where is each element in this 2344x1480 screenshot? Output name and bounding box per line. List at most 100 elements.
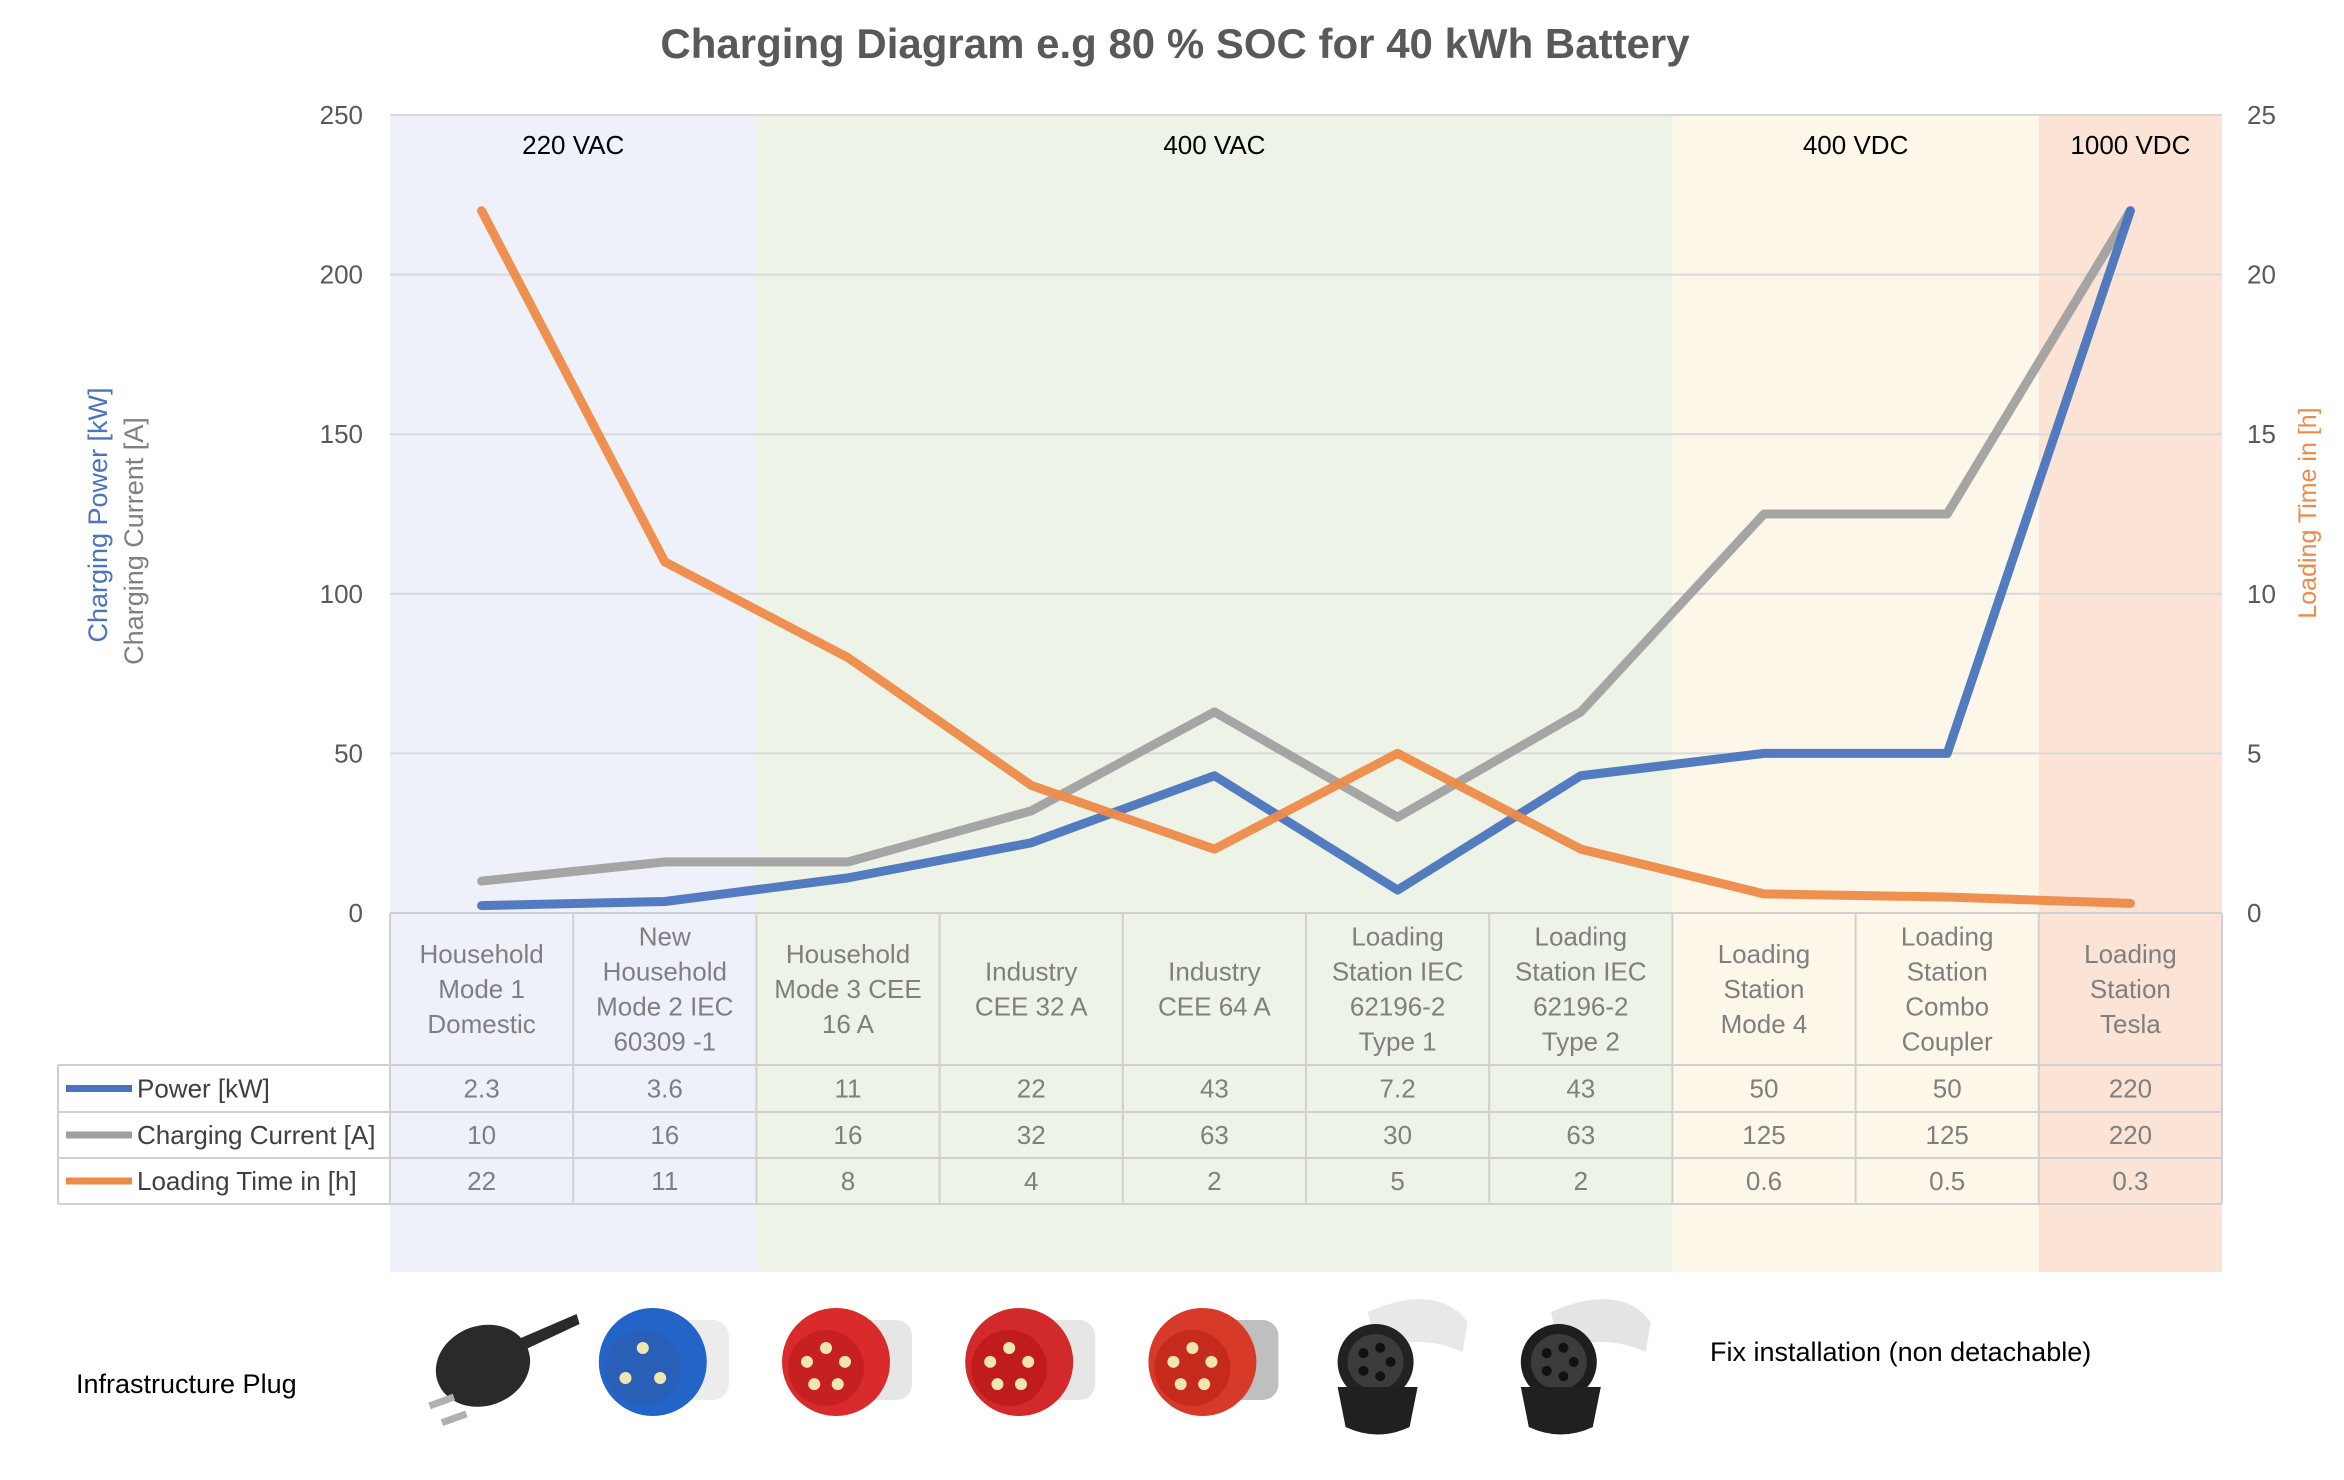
table-value: 125 <box>1742 1120 1785 1150</box>
plug-pin <box>1174 1378 1187 1391</box>
y-right-tick: 15 <box>2247 419 2276 449</box>
y-left-tick: 250 <box>320 100 363 130</box>
category-label-line: Type 1 <box>1359 1027 1437 1057</box>
y-axis-label-current: Charging Current [A] <box>119 417 149 665</box>
y-left-tick: 0 <box>349 898 363 928</box>
y-right-tick: 0 <box>2247 898 2261 928</box>
plug-pin <box>1205 1355 1218 1368</box>
pin <box>428 1393 456 1410</box>
table-value: 16 <box>834 1120 863 1150</box>
category-label: Industry CEE 64 A <box>1158 957 1271 1022</box>
plug-pin <box>831 1378 844 1391</box>
table-value: 220 <box>2109 1120 2152 1150</box>
voltage-label-2: 400 VDC <box>1803 130 1909 160</box>
category-label-line: Household <box>603 957 727 987</box>
table-value: 50 <box>1750 1074 1779 1104</box>
y-right-tick: 25 <box>2247 100 2276 130</box>
category-label-line: Station <box>1907 957 1988 987</box>
category-label: Industry CEE 32 A <box>975 957 1088 1022</box>
plug-images <box>428 1299 1651 1435</box>
connector-pin <box>1541 1348 1552 1359</box>
red-cee32-plug-icon <box>965 1308 1096 1416</box>
category-label: Loading Station Tesla <box>2084 939 2177 1039</box>
plug-pin <box>808 1378 821 1391</box>
table-value: 43 <box>1200 1074 1229 1104</box>
connector-pin <box>1375 1342 1386 1353</box>
type1-connector-icon <box>1337 1299 1468 1435</box>
type2-connector-icon <box>1520 1299 1651 1435</box>
legend-label-1: Charging Current [A] <box>137 1120 375 1150</box>
table-value: 7.2 <box>1380 1074 1416 1104</box>
table-value: 2 <box>1207 1166 1221 1196</box>
connector-cap <box>1520 1387 1601 1435</box>
y-axis-label-time: Loading Time in [h] <box>2294 407 2322 618</box>
y-right-tick: 10 <box>2247 579 2276 609</box>
category-label-line: Household <box>786 939 910 969</box>
category-label-line: Loading <box>1901 922 1994 952</box>
table-value: 8 <box>841 1166 855 1196</box>
connector-pin <box>1385 1357 1396 1367</box>
table-value: 22 <box>467 1166 496 1196</box>
category-label-line: New <box>639 922 691 952</box>
connector-pin <box>1358 1365 1369 1376</box>
blue-cee-plug-icon <box>598 1308 729 1416</box>
plug-face <box>604 1330 681 1406</box>
y-left-tick: 200 <box>320 260 363 290</box>
category-label: Loading Station IEC 62196-2 Type 1 <box>1332 922 1464 1057</box>
table-value: 16 <box>650 1120 679 1150</box>
category-label-line: 60309 -1 <box>613 1027 716 1057</box>
voltage-band-1 <box>756 115 1673 1272</box>
voltage-labels: 220 VAC 400 VAC 400 VDC 1000 VDC <box>522 130 2190 160</box>
data-table: Household Mode 1 Domestic New Household Mode … <box>57 912 2223 1205</box>
category-label-line: CEE 32 A <box>975 992 1088 1022</box>
voltage-label-3: 1000 VDC <box>2070 130 2190 160</box>
plug-pin <box>991 1378 1004 1391</box>
legend-label-0: Power [kW] <box>137 1074 270 1104</box>
plug-pin <box>1198 1378 1211 1391</box>
y-right-tick: 20 <box>2247 260 2276 290</box>
category-label-line: Domestic <box>427 1009 535 1039</box>
connector-pin <box>1375 1371 1386 1382</box>
table-value: 63 <box>1566 1120 1595 1150</box>
table-value: 220 <box>2109 1074 2152 1104</box>
y-left-tick: 50 <box>334 738 363 768</box>
table-value: 63 <box>1200 1120 1229 1150</box>
category-label: New Household Mode 2 IEC 60309 -1 <box>596 922 733 1057</box>
plug-pin <box>1014 1378 1027 1391</box>
category-label-line: Loading <box>1535 922 1628 952</box>
y-left-tick: 150 <box>320 419 363 449</box>
category-label-line: Station IEC <box>1515 957 1647 987</box>
connector-pin <box>1568 1357 1579 1367</box>
category-label-line: 62196-2 <box>1350 992 1445 1022</box>
category-label-line: 62196-2 <box>1533 992 1628 1022</box>
table-value: 30 <box>1383 1120 1412 1150</box>
y-left-tick: 100 <box>320 579 363 609</box>
category-label-line: Coupler <box>1902 1027 1993 1057</box>
plug-pin <box>984 1355 997 1368</box>
plug-pin <box>619 1372 632 1384</box>
table-value: 10 <box>467 1120 496 1150</box>
pin <box>440 1410 468 1427</box>
series-line-1 <box>477 206 2135 886</box>
plug-pin <box>636 1342 649 1354</box>
category-label-line: Industry <box>1168 957 1261 987</box>
table-value: 4 <box>1024 1166 1038 1196</box>
category-label: Loading Station IEC 62196-2 Type 2 <box>1515 922 1647 1057</box>
voltage-label-0: 220 VAC <box>522 130 624 160</box>
plug-pin <box>1003 1342 1016 1354</box>
red-cee16-plug-icon <box>782 1308 912 1416</box>
table-value: 2.3 <box>464 1074 500 1104</box>
plug-body <box>435 1324 531 1407</box>
category-label-line: 16 A <box>822 1009 875 1039</box>
plug-face <box>788 1330 864 1406</box>
plug-pin <box>800 1355 813 1368</box>
table-value: 0.3 <box>2112 1166 2148 1196</box>
category-label-line: Loading <box>1351 922 1444 952</box>
category-label-line: Tesla <box>2100 1009 2161 1039</box>
category-label-line: Mode 2 IEC <box>596 992 733 1022</box>
table-value: 43 <box>1566 1074 1595 1104</box>
category-label-line: Household <box>419 939 543 969</box>
category-label-line: Station <box>2090 974 2171 1004</box>
table-value: 11 <box>835 1074 862 1104</box>
red-cee64-plug-icon <box>1148 1308 1279 1416</box>
